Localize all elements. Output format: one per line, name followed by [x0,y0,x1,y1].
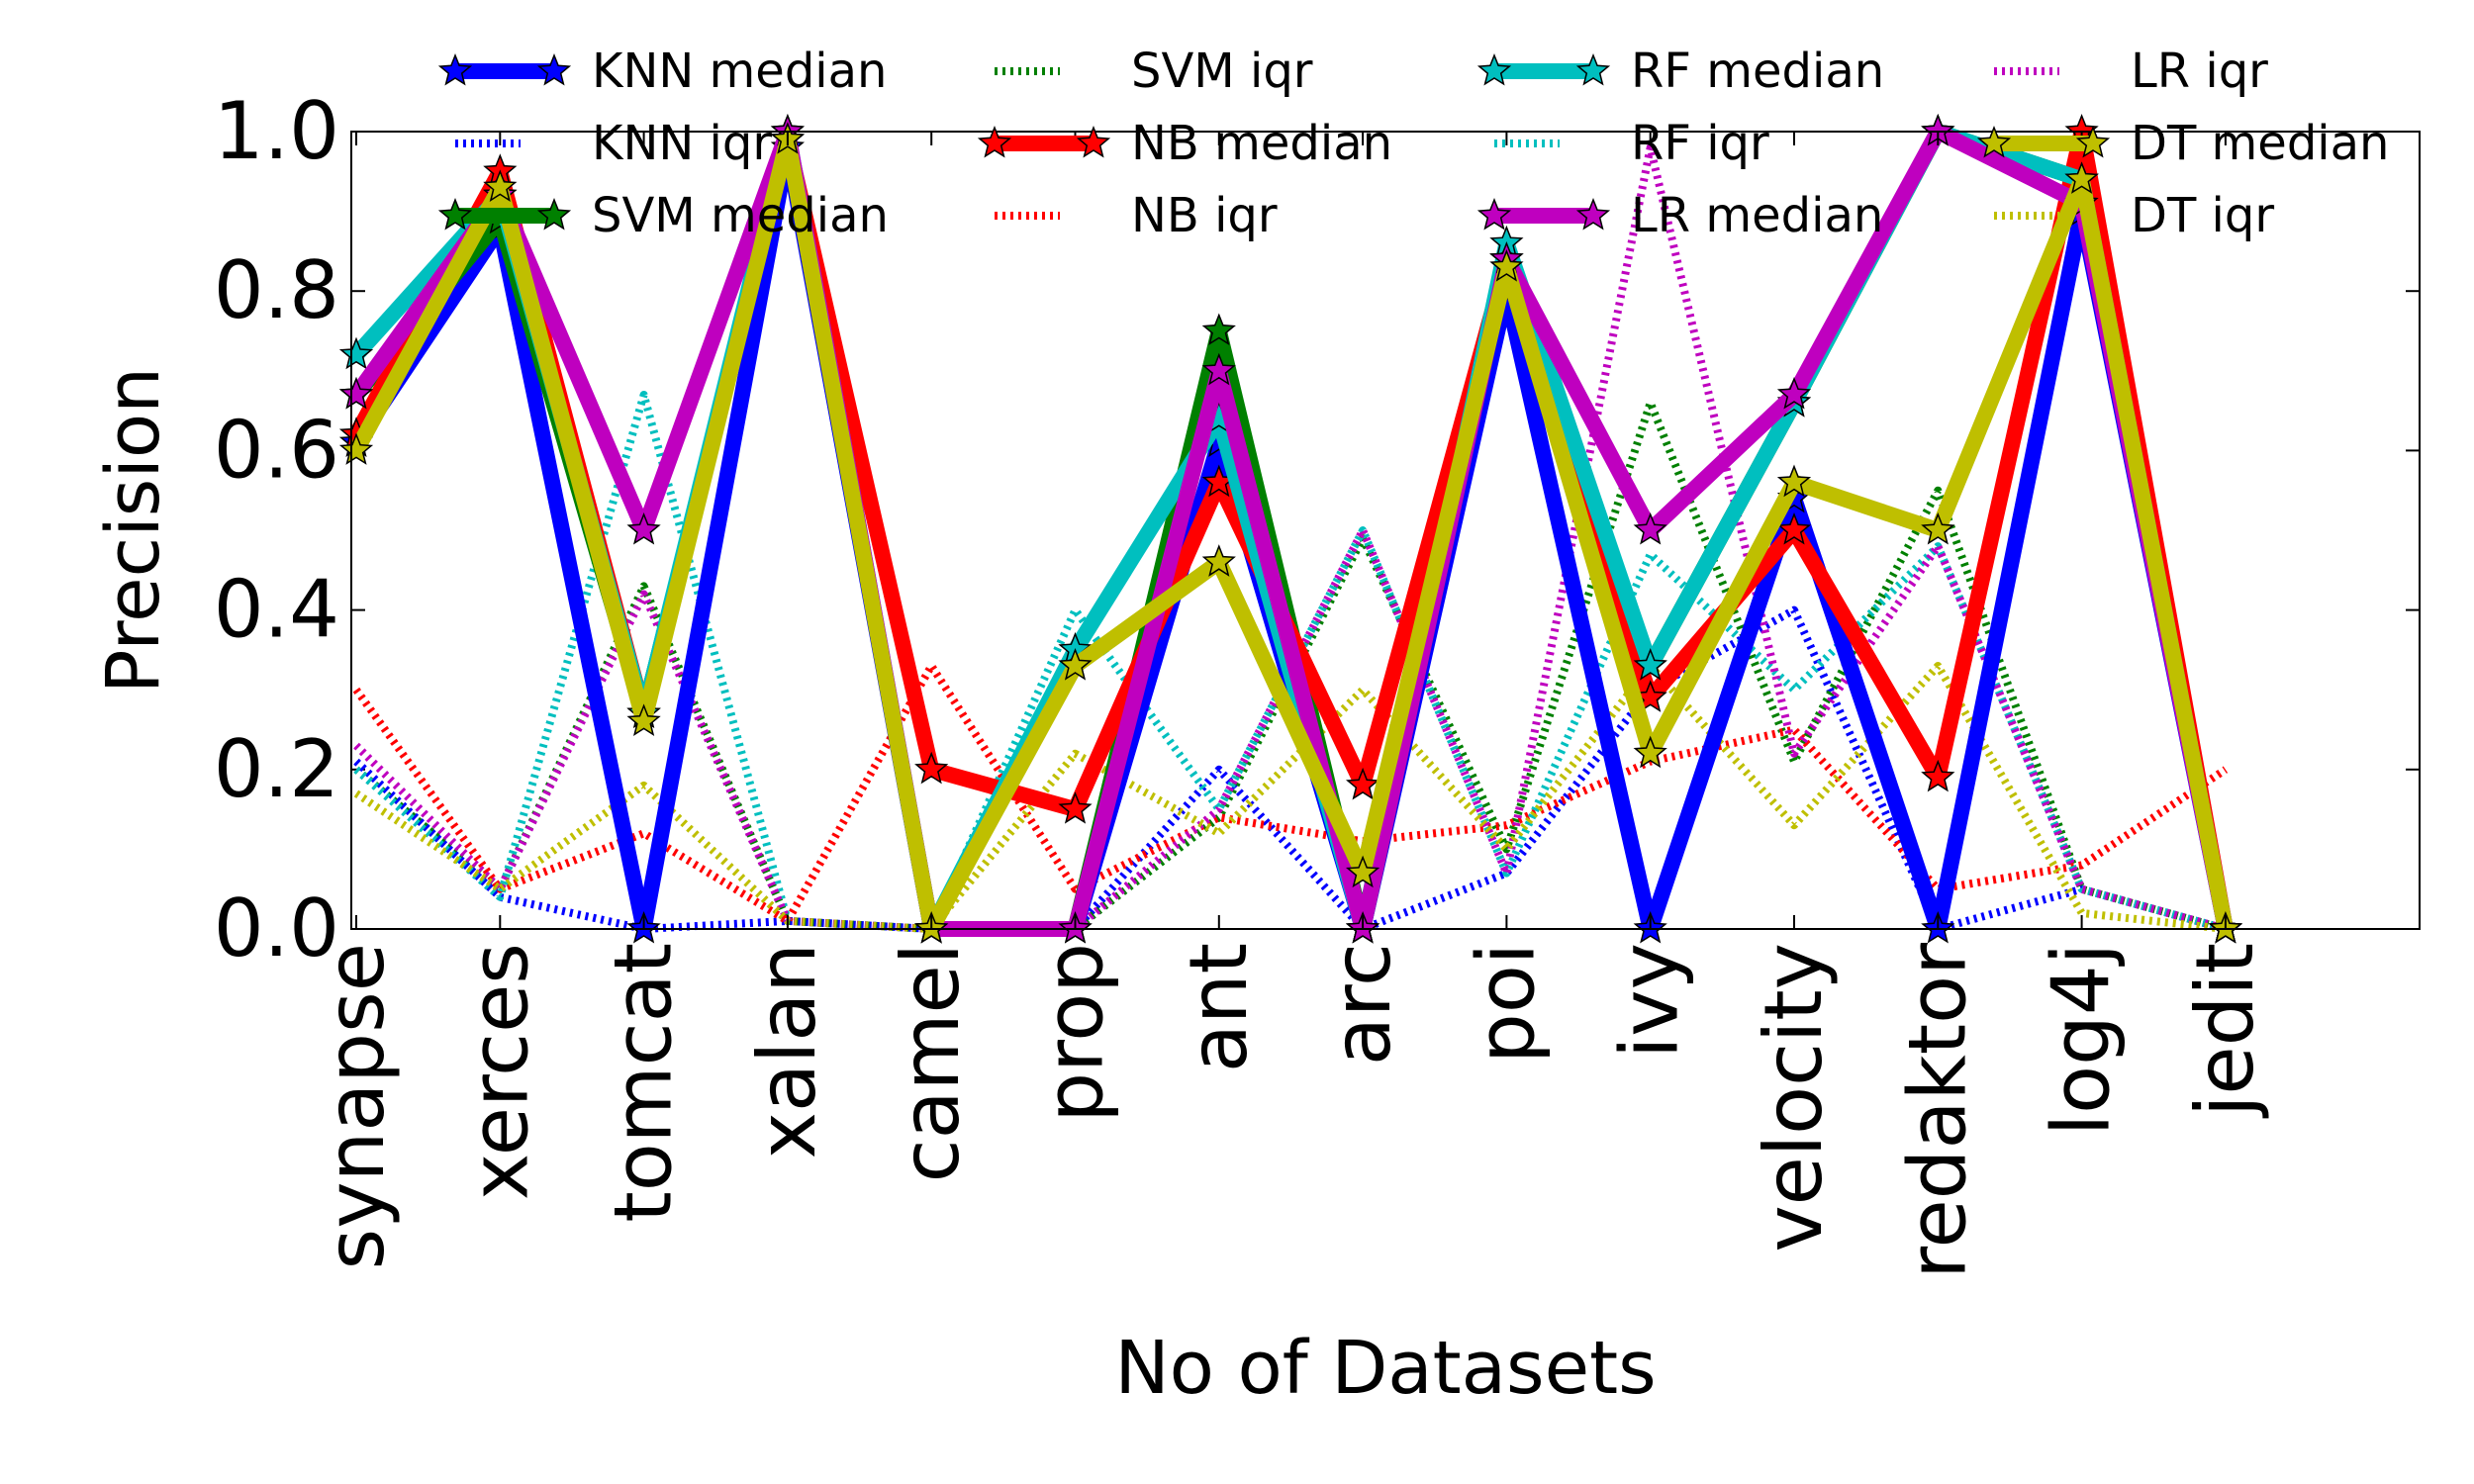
x-tick-label: xerces [453,943,545,1200]
legend-item-dt-median: DT median [1976,116,2389,171]
data-point-nb-median [914,751,949,785]
legend: KNN median KNN iqr SVM median SVM iqr NB med… [437,44,2389,243]
legend-label: NB median [1131,116,1392,171]
legend-marker [536,197,572,231]
data-point-dt-median [2064,161,2099,194]
data-point-nb-median [1776,511,1812,545]
legend-item-knn-iqr: KNN iqr [455,116,772,171]
legend-label: DT median [2131,116,2389,171]
legend-item-svm-median: SVM median [437,188,889,243]
legend-label: KNN iqr [592,116,772,171]
data-point-dt-median [1345,855,1380,888]
legend-marker [1575,197,1611,231]
data-point-lr-median [1201,352,1236,386]
legend-item-knn-median: KNN median [437,44,887,99]
legend-item-svm-iqr: SVM iqr [995,44,1313,99]
legend-item-nb-median: NB median [977,116,1392,171]
x-tick-label: xalan [741,943,833,1159]
x-tick-label: jedit [2179,943,2271,1119]
legend-item-rf-median: RF median [1476,44,1884,99]
data-point-dt-median [1058,647,1093,681]
legend-marker [536,52,572,86]
x-tick-label: log4j [2036,943,2128,1136]
x-tick-label: prop [1029,943,1121,1123]
data-point-lr-median [1776,376,1812,410]
legend-marker [977,125,1012,158]
legend-marker [437,52,473,86]
x-tick-label: redaktor [1891,943,1983,1279]
legend-label: DT iqr [2131,188,2274,243]
data-point-rf-median [338,336,374,370]
data-point-dt-median [483,169,518,203]
series-nb-iqr [352,662,2229,925]
legend-marker [1476,197,1512,231]
data-point-lr-median [1633,511,1667,545]
data-point-dt-median [1201,544,1236,577]
data-point-dt-median [1489,248,1524,282]
legend-label: SVM iqr [1131,44,1313,99]
x-tick-label: velocity [1748,943,1840,1252]
legend-marker [1976,125,2012,158]
series-line-lr-median [349,124,2234,937]
legend-label: SVM median [592,188,889,243]
legend-label: KNN median [592,44,887,99]
data-point-dt-median [1776,464,1812,498]
x-axis-tick-labels: synapse xerces tomcat xalan camel prop ant arc p… [310,132,2271,1279]
legend-marker [1476,52,1512,86]
y-tick-label: 0.6 [214,404,339,496]
legend-item-rf-iqr: RF iqr [1494,116,1769,171]
x-tick-label: poi [1460,943,1552,1064]
legend-item-lr-median: LR median [1476,188,1883,243]
data-point-dt-median [626,703,661,737]
x-axis-label: No of Datasets [1114,1326,1656,1411]
x-tick-label: ant [1173,943,1265,1072]
x-tick-label: tomcat [598,943,690,1223]
legend-label: RF median [1631,44,1884,99]
data-point-nb-median [1345,767,1380,800]
series-line-dt-median [348,132,2234,937]
data-point-dt-median [1633,735,1667,769]
y-tick-label: 0.4 [214,564,339,656]
data-point-lr-median [626,511,661,545]
legend-marker [1575,52,1611,86]
x-tick-label: synapse [310,943,402,1269]
legend-marker [1076,125,1111,158]
y-tick-label: 0.0 [214,882,339,974]
data-point-rf-median [1633,647,1667,681]
legend-item-dt-iqr: DT iqr [1994,188,2274,243]
y-axis-ticks: 0.0 0.2 0.4 0.6 0.8 1.0 [214,85,2420,974]
data-point-nb-median [1921,759,1955,792]
series-line-nb-iqr [352,662,2229,925]
legend-item-nb-iqr: NB iqr [995,188,1278,243]
x-tick-label: ivy [1604,943,1696,1059]
y-tick-label: 0.2 [214,723,339,815]
legend-label: LR iqr [2131,44,2268,99]
data-point-dt-median [338,432,374,465]
legend-marker [437,197,473,231]
data-point-nb-median [1058,791,1093,824]
data-point-lr-median [338,376,374,410]
y-tick-label: 0.8 [214,244,339,336]
data-point-svm-median [1201,313,1236,346]
y-axis-label: Precision [91,367,176,694]
data-point-dt-median [1921,511,1955,545]
legend-marker [2075,125,2111,158]
legend-label: NB iqr [1131,188,1278,243]
x-tick-label: camel [885,943,977,1182]
y-tick-label: 1.0 [214,85,339,177]
legend-item-lr-iqr: LR iqr [1994,44,2268,99]
plot-area-frame [350,131,2421,930]
legend-label: RF iqr [1631,116,1769,171]
legend-label: LR median [1631,188,1883,243]
x-tick-label: arc [1316,943,1408,1066]
